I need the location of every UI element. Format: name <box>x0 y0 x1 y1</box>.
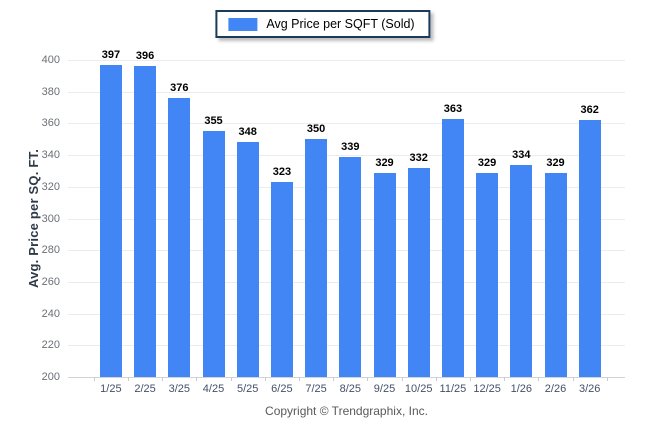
y-tick-label: 360 <box>41 117 60 130</box>
x-tick-mark <box>333 377 335 381</box>
bar-value-label: 332 <box>409 151 428 164</box>
bar-value-label: 355 <box>204 115 223 128</box>
x-tick-label: 12/25 <box>473 383 501 395</box>
x-tick-label: 1/26 <box>510 383 533 395</box>
plot-area: 397 1/25 396 2/25 376 3/25 355 4/25 348 5/25 323 6/… <box>68 49 625 395</box>
x-tick-mark <box>230 377 232 381</box>
x-tick-label: 11/25 <box>439 383 467 395</box>
bar-value-label: 334 <box>512 148 531 161</box>
x-tick-label: 8/25 <box>339 383 362 395</box>
x-tick-mark <box>538 377 540 381</box>
x-tick-mark <box>367 377 369 381</box>
y-tick-label: 220 <box>41 339 60 352</box>
legend-label: Avg Price per SQFT (Sold) <box>266 17 415 31</box>
x-tick-mark <box>401 377 403 381</box>
bar-2/25 <box>134 66 157 377</box>
x-tick-label: 2/26 <box>544 383 567 395</box>
gridline <box>68 377 625 378</box>
y-tick-label: 320 <box>41 180 60 193</box>
x-tick-mark <box>264 377 266 381</box>
y-tick-label: 380 <box>41 85 60 98</box>
x-tick-mark <box>128 377 129 381</box>
x-tick-mark <box>504 377 506 381</box>
bar-7/25 <box>305 139 328 377</box>
x-tick-label: 10/25 <box>404 383 433 395</box>
bar-value-label: 363 <box>443 102 463 115</box>
copyright-text: Copyright © Trendgraphix, Inc. <box>265 404 428 418</box>
x-tick-label: 5/25 <box>236 383 259 395</box>
y-tick-label: 400 <box>41 54 60 66</box>
gridline <box>68 91 625 93</box>
x-tick-mark <box>299 377 300 381</box>
x-tick-label: 7/25 <box>305 383 327 395</box>
x-tick-mark <box>93 377 95 381</box>
x-tick-mark <box>572 377 574 381</box>
bar-11/25 <box>441 118 464 377</box>
bar-value-label: 329 <box>546 156 565 169</box>
x-tick-mark <box>470 377 471 381</box>
x-tick-label: 4/25 <box>202 383 225 395</box>
y-tick-label: 340 <box>41 149 60 162</box>
x-tick-mark <box>435 377 437 381</box>
bar-4/25 <box>202 131 225 377</box>
bar-1/26 <box>510 164 533 377</box>
x-tick-label: 6/25 <box>271 383 293 395</box>
x-tick-label: 9/25 <box>373 383 396 395</box>
bar-value-label: 323 <box>272 166 292 179</box>
bar-6/25 <box>270 182 293 377</box>
gridline <box>68 155 625 157</box>
y-tick-label: 200 <box>41 371 60 383</box>
bar-value-label: 350 <box>306 123 326 136</box>
x-tick-mark <box>196 377 198 381</box>
y-tick-label: 240 <box>41 307 60 320</box>
bar-2/26 <box>544 172 567 377</box>
x-tick-label: 3/26 <box>578 383 601 395</box>
legend-swatch <box>228 17 258 31</box>
y-tick-label: 280 <box>41 244 60 257</box>
bar-3/25 <box>168 98 191 377</box>
x-tick-label: 1/25 <box>100 383 122 395</box>
y-tick-label: 300 <box>41 212 60 225</box>
y-tick-label: 260 <box>41 275 60 288</box>
y-ticks: 200 220 240 260 280 300 320 340 360 380 400 <box>0 54 64 383</box>
bar-3/26 <box>578 120 601 377</box>
bar-value-label: 339 <box>341 140 360 153</box>
bar-10/25 <box>407 167 430 377</box>
x-tick-mark <box>162 377 164 381</box>
bar-value-label: 329 <box>375 156 394 169</box>
bar-12/25 <box>476 172 499 377</box>
x-tick-label: 3/25 <box>168 383 191 395</box>
x-tick-label: 2/25 <box>134 383 156 395</box>
bar-value-label: 348 <box>238 126 257 139</box>
bar-value-label: 362 <box>580 104 599 117</box>
bar-value-label: 329 <box>477 156 497 169</box>
bar-5/25 <box>236 142 259 377</box>
gridline <box>68 123 625 125</box>
legend: Avg Price per SQFT (Sold) <box>215 10 431 38</box>
bar-8/25 <box>339 156 362 377</box>
x-tick-mark <box>606 377 608 381</box>
bar-1/25 <box>99 64 122 377</box>
gridline <box>68 60 625 61</box>
bar-9/25 <box>373 172 396 377</box>
bar-value-label: 397 <box>101 48 121 61</box>
bar-value-label: 396 <box>135 50 155 63</box>
bar-value-label: 376 <box>170 82 189 95</box>
